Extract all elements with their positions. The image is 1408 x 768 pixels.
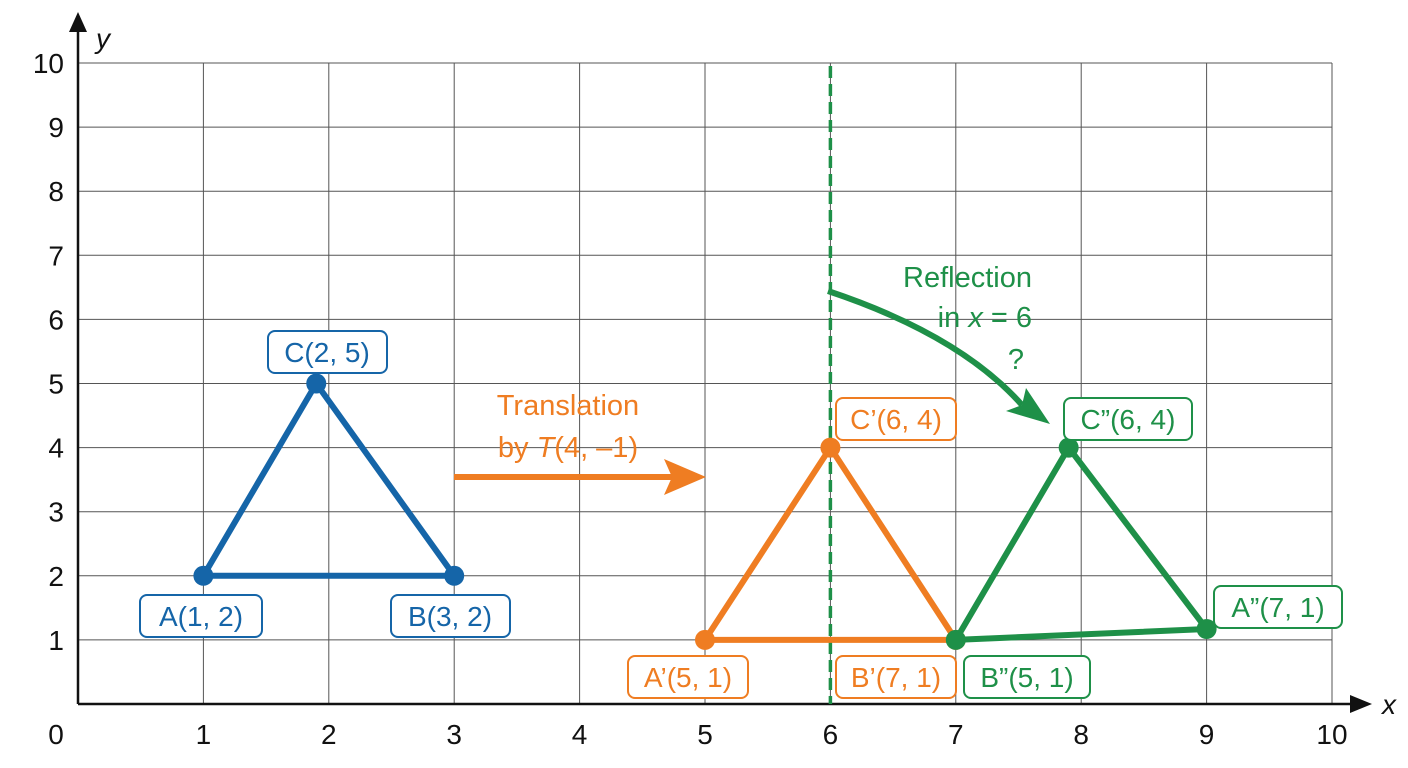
translation-rule: by T(4, –1) [498, 432, 638, 464]
x-tick-label: 6 [823, 719, 839, 750]
vertex-c-point [306, 373, 327, 394]
vertex-c-double-prime-point [1058, 437, 1079, 458]
y-tick-label: 4 [48, 433, 64, 464]
x-tick-labels: 1 2 3 4 5 6 7 8 9 10 [196, 719, 1348, 750]
y-tick-label: 2 [48, 561, 64, 592]
label-b-box [390, 594, 511, 638]
triangle-a-double-prime-shape [952, 444, 1210, 643]
triangle-abc: A(1, 2) B(3, 2) C(2, 5) [139, 330, 511, 638]
x-tick-label: 4 [572, 719, 588, 750]
reflection-rule: in x = 6 [938, 302, 1032, 334]
reflection-title: Reflection [903, 262, 1032, 294]
label-a-prime: A’(5, 1) [644, 662, 732, 693]
reflection-arrow-curve [827, 288, 1025, 407]
origin-label: 0 [48, 719, 64, 750]
y-axis-label: y [94, 23, 112, 54]
label-c-prime: C’(6, 4) [850, 404, 942, 435]
label-a-double-prime-box [1213, 585, 1343, 629]
vertex-a-double-prime-point [1196, 619, 1217, 640]
x-tick-label: 5 [697, 719, 713, 750]
y-tick-labels: 1 2 3 4 5 6 7 8 9 10 [33, 48, 64, 656]
label-c-double-prime: C”(6, 4) [1081, 404, 1176, 435]
translation-title: Translation [497, 390, 639, 422]
x-axis-arrow-icon [1350, 695, 1372, 713]
reflection-annotation: Reflection in x = 6 ? [827, 262, 1050, 424]
y-tick-label: 10 [33, 48, 64, 79]
y-axis-arrow-icon [69, 12, 87, 32]
label-b-prime-box [835, 655, 957, 699]
x-axis-label: x [1380, 689, 1397, 720]
label-b-prime: B’(7, 1) [851, 662, 941, 693]
label-b-double-prime: B”(5, 1) [980, 662, 1073, 693]
vertex-a-prime-point [695, 629, 715, 650]
grid [78, 62, 1333, 704]
translation-arrow-icon [664, 459, 706, 495]
label-c-prime-box [835, 397, 957, 441]
y-tick-label: 1 [48, 625, 64, 656]
vertex-c-prime-point [820, 437, 841, 458]
triangle-a-prime: A’(5, 1) B’(7, 1) C’(6, 4) [627, 397, 966, 699]
y-tick-label: 6 [48, 304, 64, 335]
axes: x y 0 [48, 12, 1397, 750]
label-a-prime-box [627, 655, 749, 699]
label-a-box [139, 594, 263, 638]
label-a-double-prime: A”(7, 1) [1231, 592, 1324, 623]
label-c-box [267, 330, 388, 374]
reflection-arrow-icon [1006, 388, 1050, 424]
x-tick-label: 8 [1073, 719, 1089, 750]
triangle-a-double-prime: B”(5, 1) A”(7, 1) C”(6, 4) [945, 397, 1343, 699]
label-c: C(2, 5) [284, 337, 370, 368]
label-c-double-prime-box [1063, 397, 1193, 441]
vertex-b-double-prime-point [945, 629, 966, 650]
translation-annotation: Translation by T(4, –1) [454, 390, 706, 495]
y-tick-label: 5 [48, 369, 64, 400]
y-tick-label: 8 [48, 176, 64, 207]
y-tick-label: 9 [48, 112, 64, 143]
x-tick-label: 7 [948, 719, 964, 750]
y-tick-label: 3 [48, 497, 64, 528]
label-b: B(3, 2) [408, 601, 492, 632]
vertex-a-point [193, 565, 214, 586]
reflection-question: ? [1008, 344, 1024, 376]
triangle-abc-shape [200, 380, 458, 579]
x-tick-label: 3 [446, 719, 462, 750]
x-tick-label: 2 [321, 719, 337, 750]
label-b-double-prime-box [963, 655, 1091, 699]
vertex-b-point [444, 565, 465, 586]
triangle-a-prime-shape [702, 444, 959, 643]
x-tick-label: 1 [196, 719, 212, 750]
x-tick-label: 10 [1316, 719, 1347, 750]
label-a: A(1, 2) [159, 601, 243, 632]
x-tick-label: 9 [1199, 719, 1215, 750]
y-tick-label: 7 [48, 240, 64, 271]
